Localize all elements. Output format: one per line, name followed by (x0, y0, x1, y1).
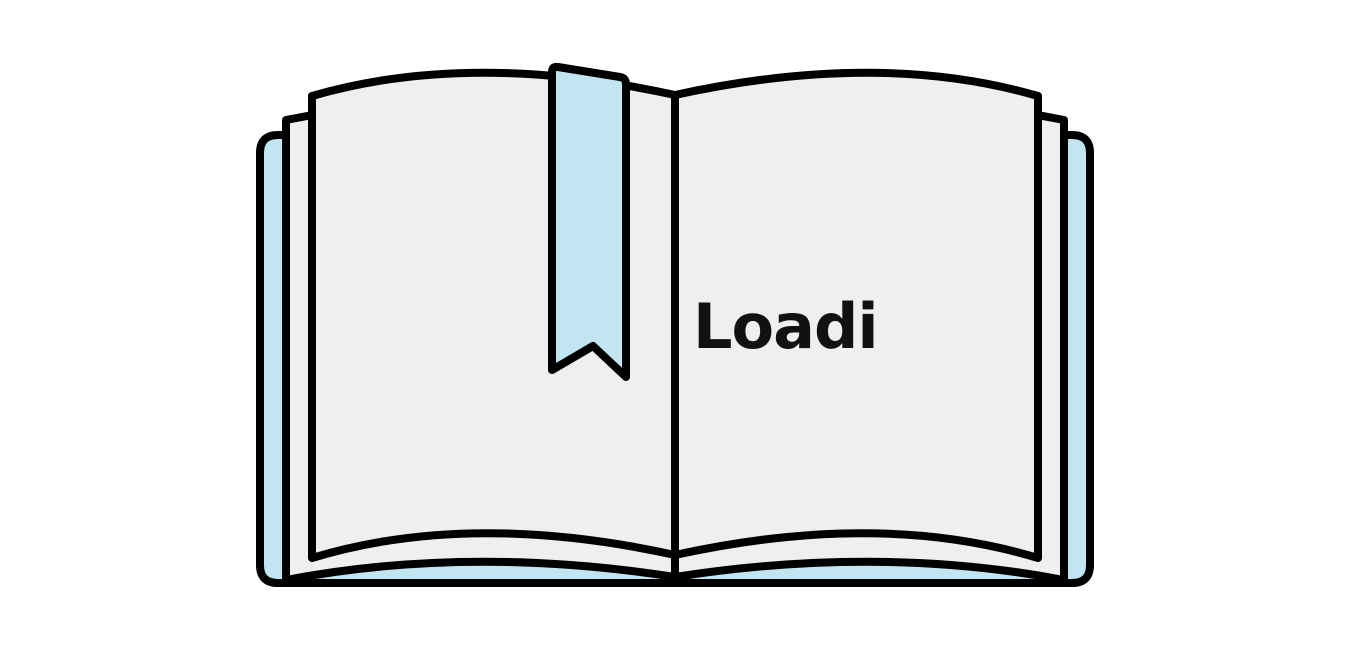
loading-text: Loadi (693, 290, 879, 363)
bookmark-ribbon (548, 62, 630, 381)
right-page (671, 68, 1042, 562)
